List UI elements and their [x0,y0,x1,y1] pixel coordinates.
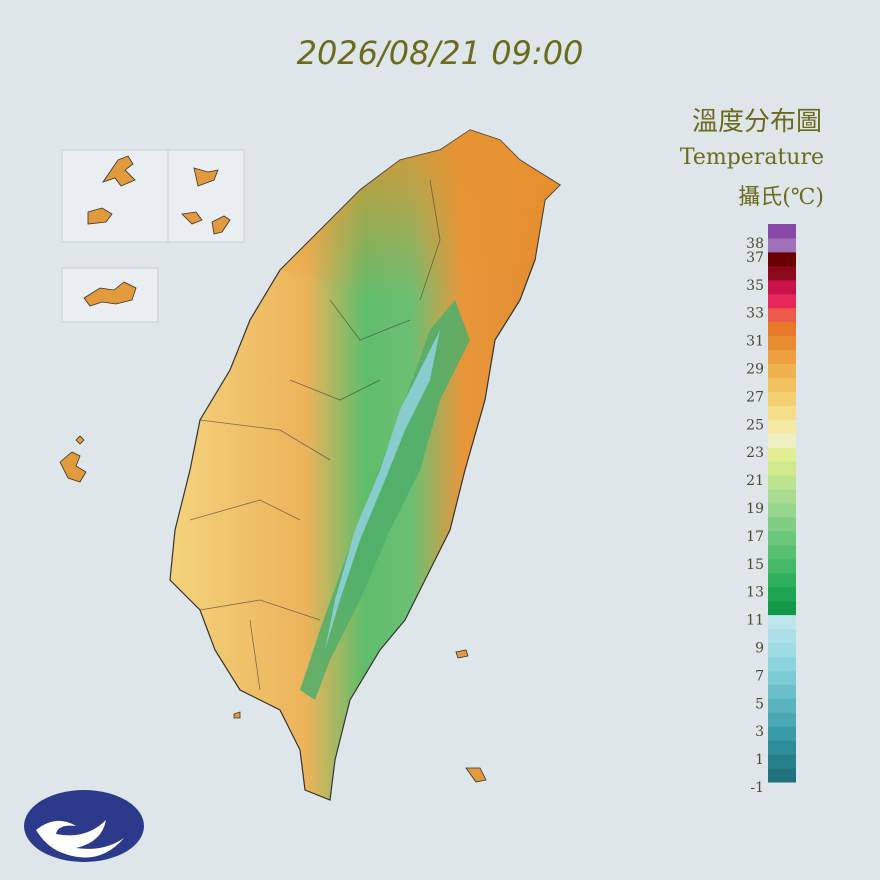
tick-label: 13 [746,585,764,601]
color-band [768,530,796,546]
tick-label: 27 [746,389,764,405]
color-band [768,628,796,643]
color-band [768,684,796,699]
color-band [768,335,796,351]
tick-label: 21 [746,473,764,489]
color-band [768,503,796,518]
tick-label: 33 [746,306,764,322]
tick-label: 23 [746,445,764,461]
tick-label: 38 [746,236,764,252]
color-band [768,405,796,420]
color-band [768,475,796,490]
color-band [768,419,796,434]
color-band [768,656,796,671]
color-band [768,768,796,783]
logo [24,790,144,862]
color-band [768,279,796,295]
color-band [768,600,796,616]
color-band [768,461,796,476]
color-band [768,712,796,727]
color-band [768,307,796,323]
color-band [768,391,796,406]
color-band [768,377,796,392]
legend-unit: 攝氏(℃) [738,185,824,210]
color-band [768,363,796,378]
color-band [768,670,796,685]
color-band [768,224,796,239]
tick-label: 25 [746,417,764,433]
color-band [768,642,796,657]
legend-title: 溫度分布圖 [692,107,822,137]
color-band [768,586,796,602]
color-band [768,489,796,504]
color-band [768,516,796,532]
tick-label: 37 [746,250,764,266]
color-band [768,754,796,769]
timestamp: 2026/08/21 09:00 [297,34,584,72]
tick-label: 19 [746,501,764,517]
tick-label: 1 [755,752,764,768]
color-band [768,726,796,741]
tick-label: 5 [755,696,764,712]
tick-label: 3 [755,724,764,740]
tick-label: 29 [746,362,764,378]
tick-label: 15 [746,557,764,573]
color-band [768,265,796,281]
tick-label: 7 [755,668,764,684]
color-band [768,740,796,755]
color-band [768,558,796,574]
color-band [768,614,796,630]
color-band [768,433,796,448]
color-band [768,349,796,364]
tick-label: 35 [746,278,764,294]
taiwan-map [169,129,561,801]
color-band [768,447,796,462]
color-band [768,237,796,253]
color-band [768,321,796,337]
legend-subtitle: Temperature [680,145,824,170]
tick-label: 9 [755,641,764,657]
color-band [768,251,796,267]
color-band [768,544,796,560]
color-band [768,293,796,309]
inset-islands [59,149,487,783]
tick-label: 11 [746,613,764,629]
tick-label: 31 [746,334,764,350]
color-band [768,572,796,588]
color-band [768,698,796,713]
tick-label: -1 [750,780,764,796]
tick-label: 17 [746,529,764,545]
